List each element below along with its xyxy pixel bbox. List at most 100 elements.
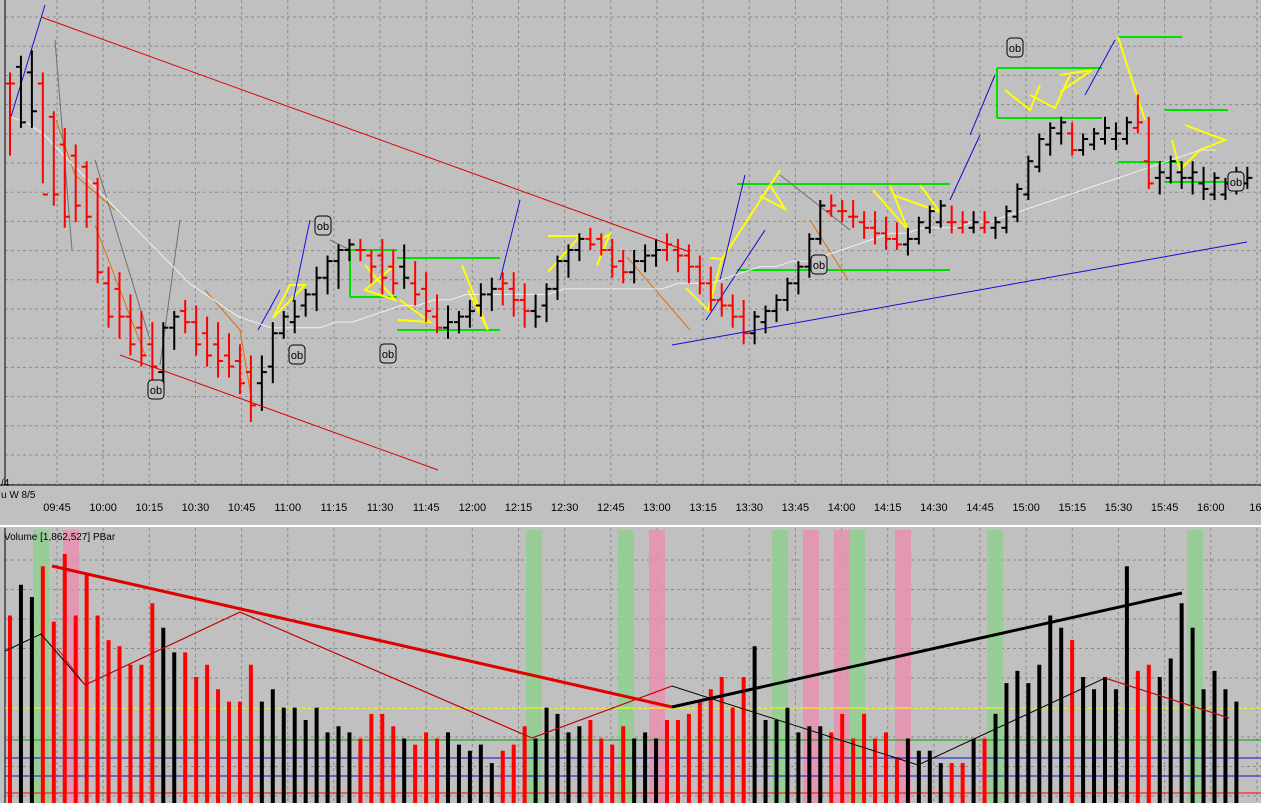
price-bar [837,200,848,223]
price-bar [859,211,870,239]
price-bar [815,200,826,245]
ob-marker-label: ob [813,260,825,272]
time-tick-label: 11:30 [367,502,394,514]
price-bar [618,250,629,284]
ob-markers: ob ob ob ob ob ob ob [147,37,1245,400]
volume-highlight-column [618,530,634,803]
price-bar [585,227,596,250]
price-bar [191,305,202,356]
time-tick-label: 14:45 [966,502,994,514]
price-bar [552,255,563,300]
ob-marker: ob [314,215,332,236]
volume-panel-label: Volume [1,862,527] PBar [4,532,116,543]
price-bar [399,244,410,289]
channel-line [204,289,253,403]
price-bar [793,261,804,295]
volume-zigzag-red [56,611,673,739]
volume-highlight-column [649,530,665,803]
volume-highlight-column [987,530,1003,803]
ob-marker-box [1227,171,1245,192]
volume-highlight-column [1187,530,1203,803]
time-tick-label: 11:00 [274,502,301,514]
price-bar [59,127,70,228]
price-bar [213,322,224,378]
price-bar [979,211,990,234]
ob-marker-box [314,215,332,236]
price-bar [891,222,902,250]
ob-marker-label: ob [150,385,162,397]
volume-highlight-column [803,530,819,803]
price-bar [716,283,727,317]
price-bar [1089,127,1100,151]
price-bar [300,288,311,317]
price-bar [125,294,136,356]
price-bar [848,200,859,228]
time-tick-label: 16: [1249,502,1261,514]
wedge-pattern [685,257,724,312]
price-bar [705,266,716,312]
time-tick-label: 10:30 [182,502,210,514]
price-bar [804,233,815,278]
time-tick-label: 11:15 [321,502,348,514]
channel-line-blue [719,174,746,281]
price-bar [202,316,213,367]
channel-line-blue [257,289,281,331]
price-bar [727,294,738,328]
price-bar [924,205,935,234]
time-tick-label: 12:45 [597,502,625,514]
ob-marker-box [379,343,397,364]
price-bar [530,294,541,328]
price-bar [1001,205,1012,234]
price-bar [464,299,475,328]
price-bar [683,244,694,284]
price-bar [1154,161,1165,195]
channel-line-blue [949,134,981,201]
price-bar [826,194,837,217]
moving-average-line [9,116,1217,329]
time-tick-label: 13:15 [689,502,717,514]
price-bar [267,322,278,384]
price-bar [1067,122,1078,156]
time-tick-label: 13:45 [782,502,810,514]
price-grid [5,0,1261,485]
volume-bars [8,554,1239,803]
time-tick-label: 13:00 [643,502,671,514]
wedge-pattern [1059,69,1093,93]
time-tick-label: 16:00 [1197,502,1225,514]
channel-line-blue [499,199,521,281]
ob-marker-label: ob [382,349,394,361]
channel-line-blue [9,4,46,121]
wedge-pattern [461,264,489,331]
wedge-pattern [362,264,399,303]
time-tick-label: 10:00 [89,502,117,514]
channel-line-gray [329,239,351,251]
price-bar [443,305,453,339]
price-bar [563,244,574,278]
ob-marker: ob [1227,171,1245,192]
price-bar [180,299,191,334]
price-bar [935,200,946,228]
price-bar [388,250,399,295]
wedge-pattern [1117,36,1146,121]
price-bar [1012,183,1023,223]
price-bar [355,238,366,262]
wedge-pattern [272,284,308,319]
price-bar [333,244,344,289]
price-bar [640,244,651,273]
price-bar [377,238,388,295]
ob-marker-label: ob [317,221,329,233]
ob-marker-box [810,254,828,275]
price-bar [1176,161,1187,189]
price-bar [749,311,760,345]
time-tick-label: 12:00 [459,502,487,514]
ob-marker: ob [147,379,165,400]
volume-highlight-column [834,530,850,803]
price-bar [475,283,486,317]
price-bar [224,333,234,378]
price-bar [5,72,15,156]
price-bar [508,272,519,317]
axis-fragment-top: /4 [1,478,10,489]
ob-marker: ob [379,343,397,364]
price-bar [26,50,37,128]
